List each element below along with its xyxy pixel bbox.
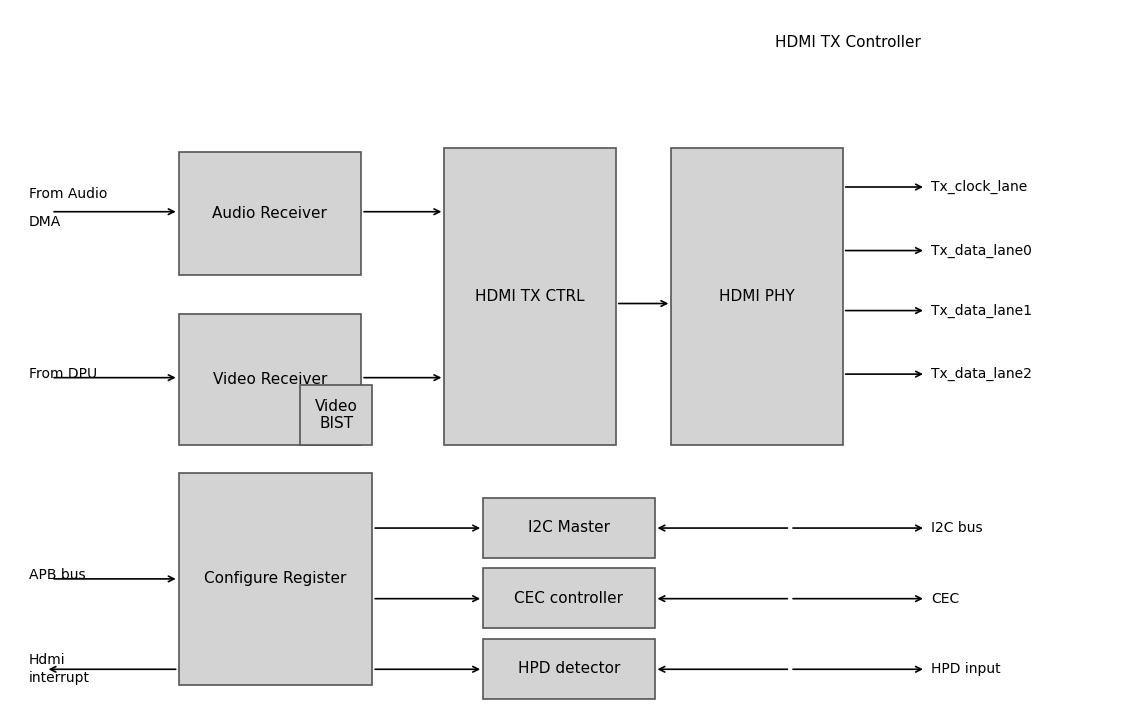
Text: HPD detector: HPD detector: [518, 662, 620, 676]
Text: HDMI TX Controller: HDMI TX Controller: [776, 35, 921, 50]
Bar: [483, 639, 655, 699]
Text: HPD input: HPD input: [932, 662, 1001, 676]
Text: HDMI TX CTRL: HDMI TX CTRL: [475, 289, 585, 304]
Text: Tx_data_lane1: Tx_data_lane1: [932, 304, 1032, 318]
Bar: [483, 568, 655, 629]
Text: CEC: CEC: [932, 592, 960, 606]
Bar: [483, 498, 655, 558]
Text: I2C Master: I2C Master: [528, 521, 610, 535]
Text: Configure Register: Configure Register: [204, 572, 346, 586]
Bar: [178, 473, 372, 685]
Text: From DPU: From DPU: [29, 367, 98, 381]
Text: I2C bus: I2C bus: [932, 521, 983, 535]
Bar: [671, 148, 843, 445]
Text: APB bus: APB bus: [29, 568, 85, 582]
Text: From Audio: From Audio: [29, 187, 108, 201]
Text: CEC controller: CEC controller: [515, 591, 623, 606]
Bar: [300, 384, 372, 445]
Text: Video Receiver: Video Receiver: [213, 372, 327, 387]
Text: Audio Receiver: Audio Receiver: [213, 206, 327, 221]
Text: Tx_clock_lane: Tx_clock_lane: [932, 180, 1028, 194]
Text: interrupt: interrupt: [29, 671, 90, 685]
Text: DMA: DMA: [29, 215, 62, 229]
Bar: [178, 152, 361, 275]
Bar: [444, 148, 615, 445]
Text: Tx_data_lane2: Tx_data_lane2: [932, 367, 1032, 381]
Text: Tx_data_lane0: Tx_data_lane0: [932, 243, 1032, 258]
Text: Video
BIST: Video BIST: [315, 399, 358, 431]
Text: HDMI PHY: HDMI PHY: [720, 289, 795, 304]
Text: Hdmi: Hdmi: [29, 653, 66, 667]
Bar: [178, 314, 361, 445]
